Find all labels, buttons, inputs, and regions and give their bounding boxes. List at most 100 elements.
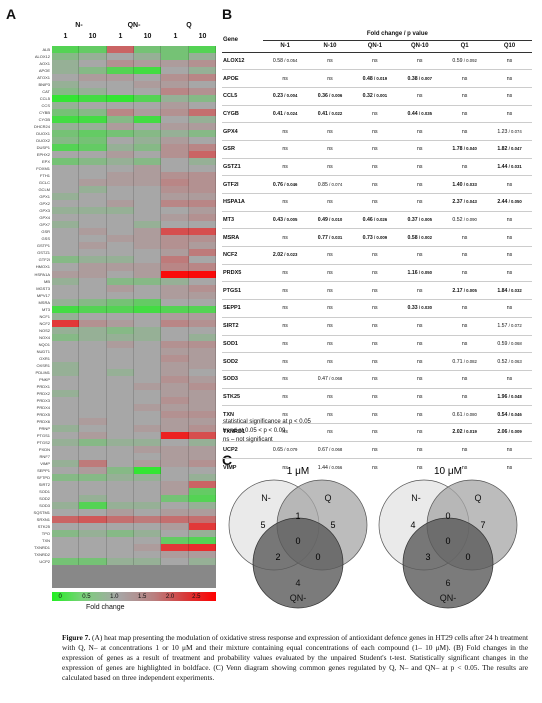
fold-value: 1.57 [497,323,508,330]
p-value: 0.031 [331,234,343,240]
fold-value: 2.06 [497,429,508,436]
p-value: 0.050 [511,199,522,205]
heatmap-cell [106,291,134,299]
heatmap-cell [161,116,189,124]
fold-change-cell: 0.37 / 0.005 [397,210,443,229]
heatmap-cell [52,270,80,278]
heatmap-cell [161,249,189,257]
heatmap-cell [133,214,162,222]
fold-value: ns [417,181,423,188]
fold-value: ns [327,340,333,347]
heatmap-cell [106,368,134,376]
heatmap-row [52,347,216,355]
fold-change-cell: ns [397,369,443,389]
p-value: 0.019 [376,75,388,81]
fold-value: ns [327,128,333,135]
heatmap-cell [52,389,80,397]
fold-change-cell: ns [442,334,488,353]
heatmap-cell [52,109,80,117]
heatmap-gene-labels: ALB ALOX12 AOX1 APOE ATOX1 BNIP3 CAT CCL5 CCS CYB… [2,46,50,588]
heatmap-cell [52,361,80,369]
heatmap-cell [52,487,80,495]
heatmap-cell [52,516,80,524]
fold-change-cell: ns [262,122,308,141]
heatmap-cell [106,74,134,82]
heatmap-cell [79,179,107,187]
heatmap-cell [52,480,80,488]
fold-value: ns [461,376,468,383]
gene-label: GSS [41,236,50,242]
heatmap-cell [188,438,216,446]
fold-change-cell: ns [352,299,398,318]
gene-label: GPX4 [39,215,50,221]
heatmap-cell [133,249,162,257]
fold-change-cell: ns [442,369,488,389]
heatmap-cell [188,200,216,208]
p-value: 0.074 [511,128,522,134]
heatmap-cell [79,516,107,524]
heatmap-cell [52,179,80,187]
heatmap-cell [161,544,189,552]
p-value: 0.031 [511,163,522,169]
fold-value: 1.78 [452,146,463,153]
gene-label: GPX7 [39,222,50,228]
heatmap-cell [106,109,134,117]
heatmap-cell [133,291,162,299]
fold-value: ns [282,376,288,383]
heatmap-row [52,284,216,292]
fold-value: 0.59 [497,340,508,347]
venn-label-n: N- [411,493,421,503]
conc-label: 1 [173,33,178,40]
table-row: HSPA1A ns ns ns ns 2.37 / 0.043 2.44 / 0.050 [222,193,532,212]
heatmap-row [52,459,216,467]
fold-change-cell: ns [307,405,353,424]
heatmap-header: N- QN- Q 1 10 1 10 1 10 [52,22,216,46]
fold-value: ns [372,199,378,206]
heatmap-cell [52,382,80,390]
fold-value: 1.44 [497,163,508,170]
heatmap-cell [52,67,80,75]
heatmap-cell [133,193,162,201]
table-row: PTGS1 ns ns ns ns 2.17 / 0.005 1.84 / 0.032 [222,281,532,300]
heatmap-cell [106,516,134,524]
fold-change-cell: ns [307,422,353,442]
gene-label: SFTPD [36,474,50,480]
fold-value: ns [461,163,468,170]
gene-label: NOX4 [39,334,50,340]
colorbar-tick: 1.0 [110,594,119,600]
heatmap-cell [188,74,216,82]
heatmap-cell [52,256,80,264]
heatmap-cell [106,480,134,488]
gene-label: SOD1 [39,488,50,494]
fold-change-cell: 0.23 / 0.004 [262,86,308,106]
panel-label-b: B [222,6,233,22]
gene-label: EPX [41,159,50,165]
heatmap-cell [106,53,134,61]
heatmap-cell [188,221,216,229]
separator: / [417,217,422,223]
heatmap-cell [133,473,162,481]
column-header: Q1 [442,40,488,53]
fold-change-cell: ns [487,210,532,229]
heatmap-cell [52,558,80,566]
heatmap-row [52,88,216,96]
column-header: Q10 [487,40,532,53]
gene-name-cell: GSTZ1 [222,157,263,176]
heatmap-cell [161,438,189,446]
fold-value: ns [417,464,423,471]
heatmap-cell [106,509,134,517]
heatmap-cell [161,354,189,362]
heatmap-cell [52,431,80,439]
heatmap-row [52,319,216,327]
p-value: 0.009 [511,429,522,435]
fold-change-cell: ns [262,369,308,389]
gene-name-cell: SIRT2 [222,316,263,335]
heatmap-cell [106,312,134,320]
heatmap-cell [52,551,80,559]
heatmap-cell [161,326,189,334]
gene-label: GTF2I [38,257,50,263]
heatmap-cell [133,88,162,96]
heatmap-cell [188,417,216,425]
p-value: 0.046 [511,411,522,417]
table-row: CCL5 0.23 / 0.004 0.36 / 0.006 0.32 / 0.001… [222,86,532,106]
